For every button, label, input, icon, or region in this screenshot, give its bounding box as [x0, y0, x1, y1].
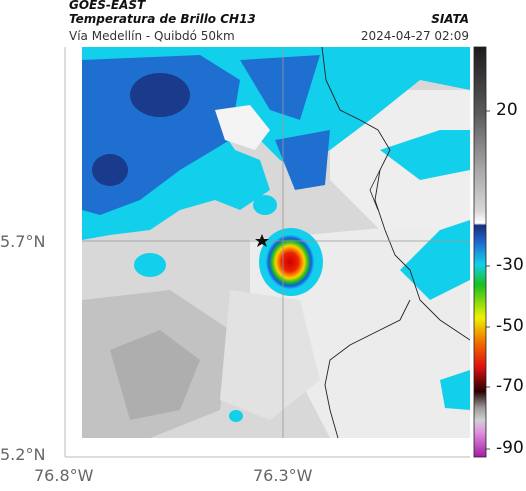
header-timestamp: 2024-04-27 02:09 [360, 29, 469, 43]
colorbar-tick-label: -50 [496, 316, 524, 336]
warm-gap [215, 105, 270, 150]
lat-label: 5.2°N [0, 445, 46, 464]
header-satellite: GOES-EAST [69, 0, 146, 12]
cold-cloud-core [275, 130, 330, 190]
colorbar [473, 46, 487, 458]
border-line [324, 299, 411, 438]
header-product: Temperatura de Brillo CH13 [69, 12, 256, 26]
border-line [369, 169, 381, 211]
small-cloud [229, 410, 243, 422]
colorbar-tick-label: 20 [496, 100, 518, 120]
small-cloud [253, 195, 277, 215]
small-cloud [440, 370, 470, 410]
small-cloud [400, 220, 470, 300]
colorbar-tick-label: -70 [496, 376, 524, 396]
cold-cloud-deep [92, 154, 128, 186]
colorbar-tick-label: -90 [496, 438, 524, 458]
colorbar-ticks [486, 110, 490, 450]
convective-cell-core [266, 235, 314, 289]
cold-cloud-deep [130, 73, 190, 117]
light-area [220, 290, 320, 420]
header-route: Vía Medellín - Quibdó 50km [69, 29, 235, 43]
small-cloud [134, 253, 166, 277]
lon-label: 76.3°W [253, 466, 313, 485]
cold-cloud-core [240, 55, 320, 120]
small-cloud [418, 47, 462, 74]
dark-gray-area [110, 330, 200, 420]
lon-label: 76.8°W [34, 466, 94, 485]
border-line [321, 47, 470, 341]
header-organization: SIATA [431, 12, 469, 26]
star-icon [255, 234, 269, 247]
cold-cloud-band [380, 130, 470, 180]
colorbar-tick-label: -30 [496, 255, 524, 275]
lat-label: 5.7°N [0, 232, 46, 251]
